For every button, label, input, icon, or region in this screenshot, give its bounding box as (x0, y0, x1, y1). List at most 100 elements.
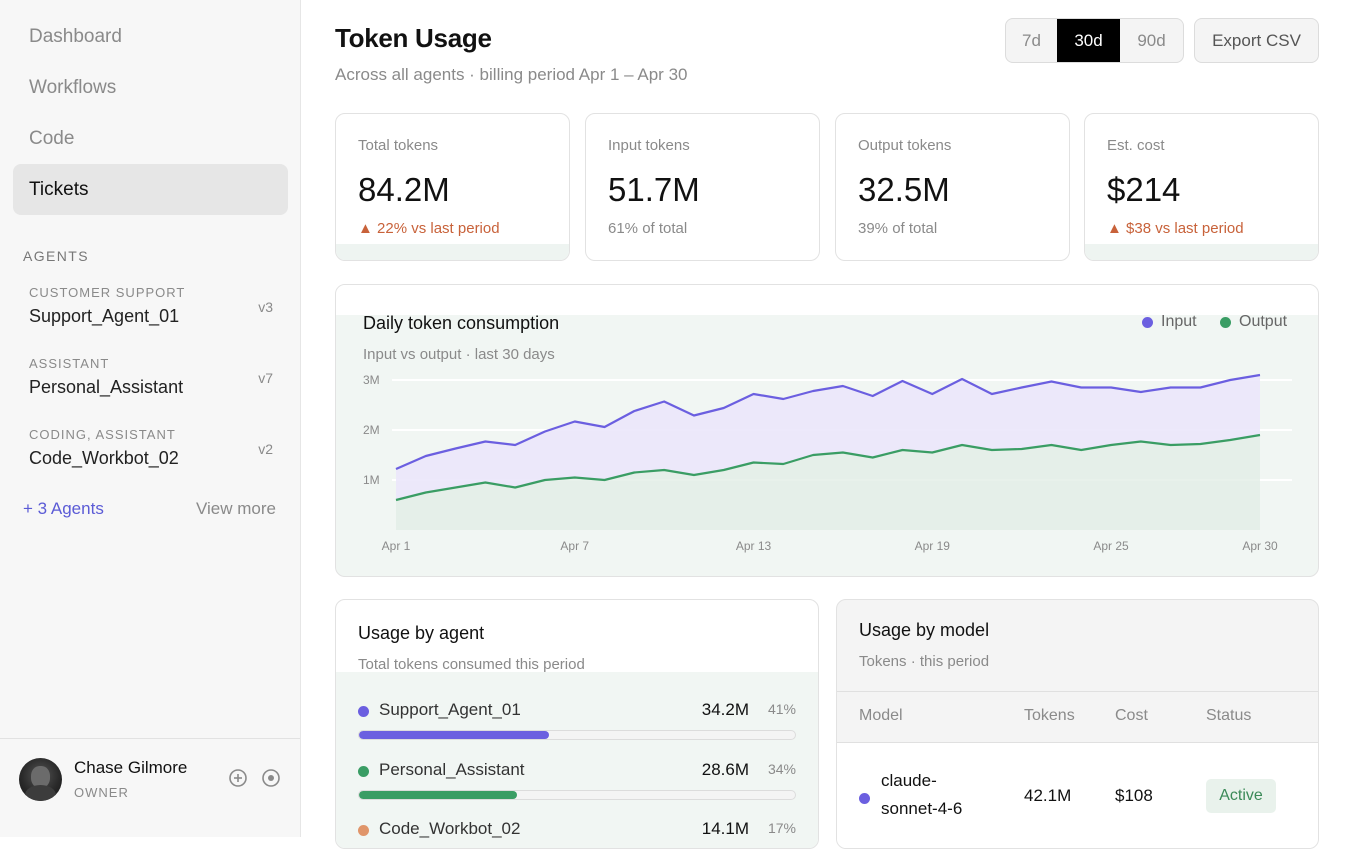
agent-usage-bar-fill (359, 791, 517, 799)
y-tick-label: 1M (363, 473, 380, 487)
agent-usage-percent: 41% (767, 701, 796, 717)
agents-section-title: AGENTS (23, 248, 89, 264)
nav-item-dashboard[interactable]: Dashboard (29, 25, 122, 47)
legend-label: Output (1239, 313, 1288, 330)
page-subtitle: Across all agents · billing period Apr 1… (335, 65, 688, 84)
series-output-line (395, 433, 1261, 502)
agent-version: v2 (258, 441, 273, 457)
legend-output: Output (1220, 313, 1287, 331)
agent-category: ASSISTANT (29, 356, 110, 371)
agent-usage-value: 28.6M (701, 760, 749, 779)
series-input-line (395, 373, 1261, 471)
agent-usage-percent: 34% (767, 761, 796, 777)
legend-dot (1220, 316, 1231, 328)
range-90d-button[interactable]: 90d (1137, 30, 1166, 50)
sidebar-agent-support[interactable]: CUSTOMER SUPPORT Support_Agent_01 v3 (29, 285, 279, 327)
table-row[interactable]: claude- sonnet-4-6 42.1M $108 Active (837, 743, 1318, 848)
legend-input: Input (1142, 313, 1197, 331)
x-tick-label: Apr 30 (1242, 539, 1278, 553)
line-chart: 1M 2M 3M Apr 1 Apr 7 Apr 13 Apr 19 Apr 25 Apr 30 (363, 373, 1292, 553)
model-cost: $108 (1115, 786, 1153, 805)
nav-item-tickets[interactable]: Tickets (13, 164, 288, 215)
stat-value: $214 (1107, 171, 1181, 208)
stat-label: Output tokens (858, 137, 952, 154)
user-role: OWNER (74, 785, 129, 800)
stat-label: Input tokens (608, 137, 690, 154)
stat-card-est-cost: Est. cost $214 ▲ $38 vs last period (1084, 113, 1319, 261)
export-csv-button[interactable]: Export CSV (1194, 18, 1319, 63)
card-subtitle: Tokens · this period (859, 653, 990, 670)
agent-usage-bar (358, 790, 796, 800)
model-name-line2: sonnet-4-6 (881, 799, 963, 818)
view-more-link[interactable]: View more (196, 499, 276, 518)
usage-by-model-card: Usage by model Tokens · this period Mode… (836, 599, 1319, 849)
stat-value: 51.7M (608, 171, 700, 208)
sidebar: Dashboard Workflows Code Tickets AGENTS … (0, 0, 301, 837)
avatar[interactable] (19, 758, 62, 801)
table-header (837, 691, 1318, 743)
user-name: Chase Gilmore (74, 758, 188, 777)
column-header-model[interactable]: Model (859, 707, 903, 724)
daily-token-chart-card: Daily token consumption Input vs output … (335, 284, 1319, 577)
stat-card-input-tokens: Input tokens 51.7M 61% of total (585, 113, 820, 261)
range-7d-button[interactable]: 7d (1022, 30, 1041, 50)
agent-usage-value: 34.2M (701, 700, 749, 719)
model-color-dot (859, 793, 870, 804)
legend-label: Input (1161, 313, 1197, 330)
range-30d-button[interactable]: 30d (1057, 19, 1120, 62)
main-content: Token Usage Across all agents · billing … (301, 0, 1353, 849)
stat-card-total-tokens: Total tokens 84.2M ▲ 22% vs last period (335, 113, 570, 261)
stat-delta: 61% of total (608, 220, 688, 237)
agent-color-dot (358, 825, 369, 836)
chart-subtitle: Input vs output · last 30 days (363, 346, 555, 363)
target-circle-icon[interactable] (261, 768, 281, 788)
more-agents-link[interactable]: + 3 Agents (23, 499, 104, 518)
agent-usage-bar (358, 730, 796, 740)
user-bar: Chase Gilmore OWNER (0, 738, 300, 837)
agent-version: v3 (258, 299, 273, 315)
nav-item-workflows[interactable]: Workflows (29, 76, 117, 98)
stat-delta: ▲ 22% vs last period (358, 220, 500, 237)
nav-item-code[interactable]: Code (29, 127, 75, 149)
x-tick-label: Apr 1 (382, 539, 411, 553)
agent-category: CUSTOMER SUPPORT (29, 285, 186, 300)
agent-name: Support_Agent_01 (29, 306, 180, 326)
agent-usage-percent: 17% (767, 820, 796, 836)
x-tick-label: Apr 19 (915, 539, 951, 553)
agent-usage-value: 14.1M (701, 819, 749, 838)
series-output-area (396, 435, 1260, 530)
sidebar-agent-code[interactable]: CODING, ASSISTANT Code_Workbot_02 v2 (29, 427, 279, 469)
agent-color-dot (358, 766, 369, 777)
column-header-cost[interactable]: Cost (1115, 707, 1148, 724)
agent-version: v7 (258, 370, 273, 386)
status-badge: Active (1206, 779, 1276, 813)
agent-category: CODING, ASSISTANT (29, 427, 176, 442)
card-subtitle: Total tokens consumed this period (358, 656, 585, 673)
column-header-tokens[interactable]: Tokens (1024, 707, 1075, 724)
sidebar-agent-personal[interactable]: ASSISTANT Personal_Assistant v7 (29, 356, 279, 398)
agent-usage-bar-fill (359, 731, 549, 739)
y-tick-label: 3M (363, 373, 380, 387)
chart-title: Daily token consumption (363, 313, 560, 333)
x-tick-label: Apr 13 (736, 539, 772, 553)
x-tick-label: Apr 7 (560, 539, 589, 553)
legend-dot (1142, 316, 1153, 328)
usage-by-agent-card: Usage by agent Total tokens consumed thi… (335, 599, 819, 849)
agent-usage-name: Support_Agent_01 (379, 700, 521, 719)
model-name-line1: claude- (881, 771, 937, 790)
page-title: Token Usage (335, 23, 492, 53)
stat-value: 32.5M (858, 171, 950, 208)
range-selector: 7d 30d 90d (1005, 18, 1184, 63)
stat-label: Total tokens (358, 137, 439, 154)
agent-name: Personal_Assistant (29, 377, 184, 397)
column-header-status[interactable]: Status (1206, 707, 1252, 724)
agent-usage-name: Personal_Assistant (379, 760, 525, 779)
stat-value: 84.2M (358, 171, 450, 208)
card-title: Usage by model (859, 620, 990, 640)
agent-name: Code_Workbot_02 (29, 448, 179, 468)
stat-card-output-tokens: Output tokens 32.5M 39% of total (835, 113, 1070, 261)
agent-usage-name: Code_Workbot_02 (379, 819, 521, 838)
add-circle-icon[interactable] (228, 768, 248, 788)
agent-color-dot (358, 706, 369, 717)
